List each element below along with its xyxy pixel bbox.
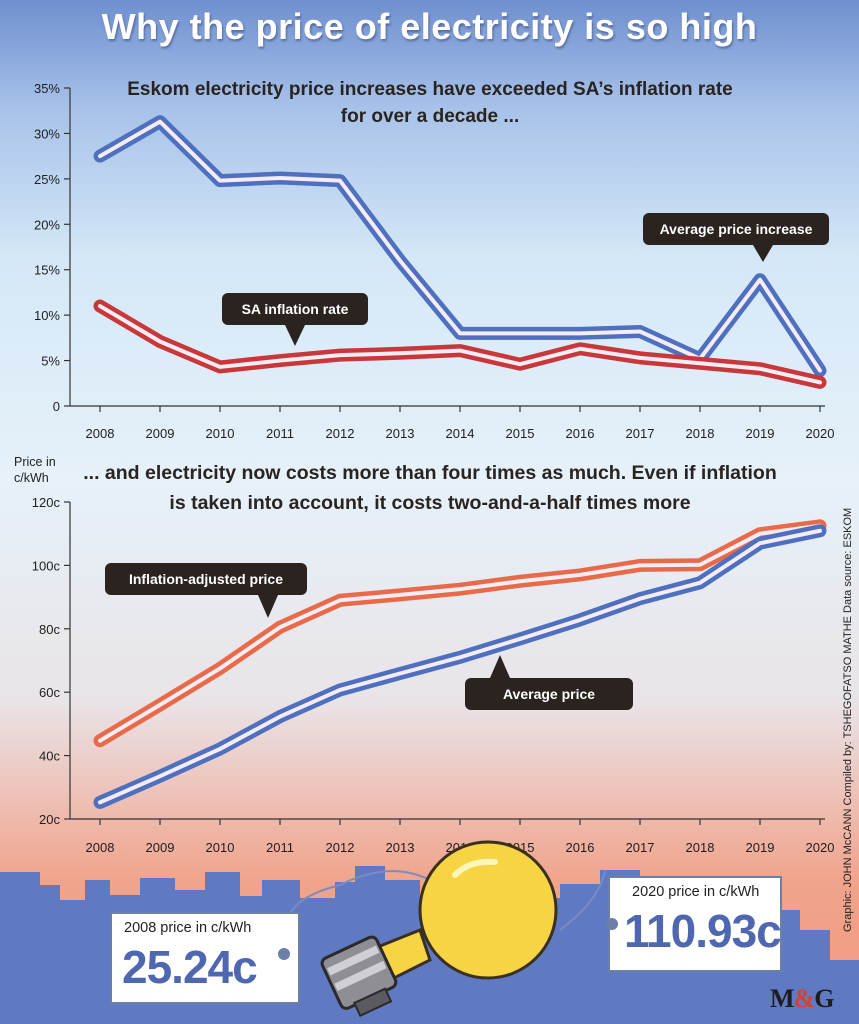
series-line-highlight xyxy=(98,528,822,805)
x-tick-label: 2010 xyxy=(206,426,235,441)
logo-g: G xyxy=(814,984,834,1013)
y-axis-label: Price in xyxy=(14,455,56,469)
callout-sa-inflation-rate: SA inflation rate xyxy=(222,293,368,346)
y-tick-label: 20c xyxy=(39,812,60,827)
series-line-highlight xyxy=(98,523,822,743)
x-tick-label: 2014 xyxy=(446,426,475,441)
x-tick-label: 2010 xyxy=(206,840,235,855)
x-tick-label: 2017 xyxy=(626,840,655,855)
callout-label: Inflation-adjusted price xyxy=(129,571,283,587)
credits: Graphic: JOHN McCANN Compiled by: TSHEGO… xyxy=(842,507,854,932)
y-tick-label: 30% xyxy=(34,126,60,141)
price-tag-2020: 2020 price in c/kWh 110.93c xyxy=(606,876,782,972)
y-tick-label: 15% xyxy=(34,263,60,278)
y-tick-label: 0 xyxy=(53,399,60,414)
chart-lines xyxy=(93,115,827,809)
series-inflation-adjusted-price xyxy=(93,519,827,748)
y-tick-label: 40c xyxy=(39,749,60,764)
x-tick-label: 2018 xyxy=(686,426,715,441)
callout-pointer xyxy=(490,655,510,678)
price-tag-2020-value: 110.93c xyxy=(624,905,782,957)
x-tick-label: 2011 xyxy=(266,426,294,441)
tag-hole-icon xyxy=(606,918,618,930)
y-tick-label: 5% xyxy=(41,354,60,369)
callout-box xyxy=(222,293,368,325)
series-line-highlight xyxy=(98,304,822,385)
callout-average-price-increase: Average price increase xyxy=(643,213,829,262)
y-tick-label: 120c xyxy=(32,495,61,510)
price-tag-2008-value: 25.24c xyxy=(122,941,258,993)
x-tick-label: 2020 xyxy=(806,840,835,855)
mg-logo: M&G xyxy=(770,984,834,1014)
x-tick-label: 2015 xyxy=(506,426,535,441)
callout-pointer xyxy=(753,245,773,262)
x-tick-label: 2012 xyxy=(326,426,355,441)
y-tick-label: 80c xyxy=(39,622,60,637)
x-tick-label: 2016 xyxy=(566,426,595,441)
callout-label: Average price increase xyxy=(660,221,813,237)
top-chart-axes: 0 5% 10% 15% 20% 25% 30% 35% 2008 2009 2010 2011 201… xyxy=(34,81,834,441)
y-tick-label: 60c xyxy=(39,685,60,700)
bottom-chart-axes: 20c 40c 60c 80c 100c 120c 2008 2009 2010 2011 2012… xyxy=(14,455,834,855)
page-title: Why the price of electricity is so high xyxy=(101,6,758,47)
lightbulb-icon xyxy=(285,840,606,1018)
y-tick-label: 20% xyxy=(34,217,60,232)
series-average-price-increase xyxy=(93,115,827,378)
top-chart-subtitle: Eskom electricity price increases have e… xyxy=(127,79,733,127)
y-tick-label: 100c xyxy=(32,558,61,573)
tag-hole-icon xyxy=(278,948,290,960)
callout-box xyxy=(105,563,307,595)
price-tag-2008-label: 2008 price in c/kWh xyxy=(124,920,252,936)
x-tick-label: 2008 xyxy=(86,426,115,441)
x-tick-label: 2009 xyxy=(146,840,175,855)
series-sa-inflation-rate xyxy=(93,299,827,389)
x-tick-label: 2009 xyxy=(146,426,175,441)
logo-m: M xyxy=(770,984,795,1013)
x-tick-label: 2008 xyxy=(86,840,115,855)
price-tag-2020-label: 2020 price in c/kWh xyxy=(632,884,760,900)
x-tick-label: 2013 xyxy=(386,426,415,441)
callout-inflation-adjusted-price: Inflation-adjusted price xyxy=(105,563,307,618)
y-axis-label: c/kWh xyxy=(14,471,49,485)
callout-pointer xyxy=(258,595,278,618)
x-tick-label: 2020 xyxy=(806,426,835,441)
callout-average-price: Average price xyxy=(465,655,633,710)
x-tick-label: 2011 xyxy=(266,840,294,855)
bottom-chart-subtitle: ... and electricity now costs more than … xyxy=(83,462,777,514)
y-tick-label: 10% xyxy=(34,308,60,323)
callout-box xyxy=(465,678,633,710)
x-tick-label: 2019 xyxy=(746,426,775,441)
callout-label: SA inflation rate xyxy=(242,301,349,317)
series-average-price xyxy=(93,524,827,809)
y-tick-label: 35% xyxy=(34,81,60,96)
logo-amp: & xyxy=(793,984,816,1013)
x-tick-label: 2012 xyxy=(326,840,355,855)
callout-label: Average price xyxy=(503,686,595,702)
chart-callouts: Average price increase SA inflation rate I… xyxy=(105,213,829,710)
price-tag-2008: 2008 price in c/kWh 25.24c xyxy=(110,912,300,1004)
x-tick-label: 2013 xyxy=(386,840,415,855)
callout-box xyxy=(643,213,829,245)
callout-pointer xyxy=(285,325,305,346)
y-tick-label: 25% xyxy=(34,172,60,187)
x-tick-label: 2016 xyxy=(566,840,595,855)
x-tick-label: 2019 xyxy=(746,840,775,855)
x-tick-label: 2018 xyxy=(686,840,715,855)
x-tick-label: 2017 xyxy=(626,426,655,441)
